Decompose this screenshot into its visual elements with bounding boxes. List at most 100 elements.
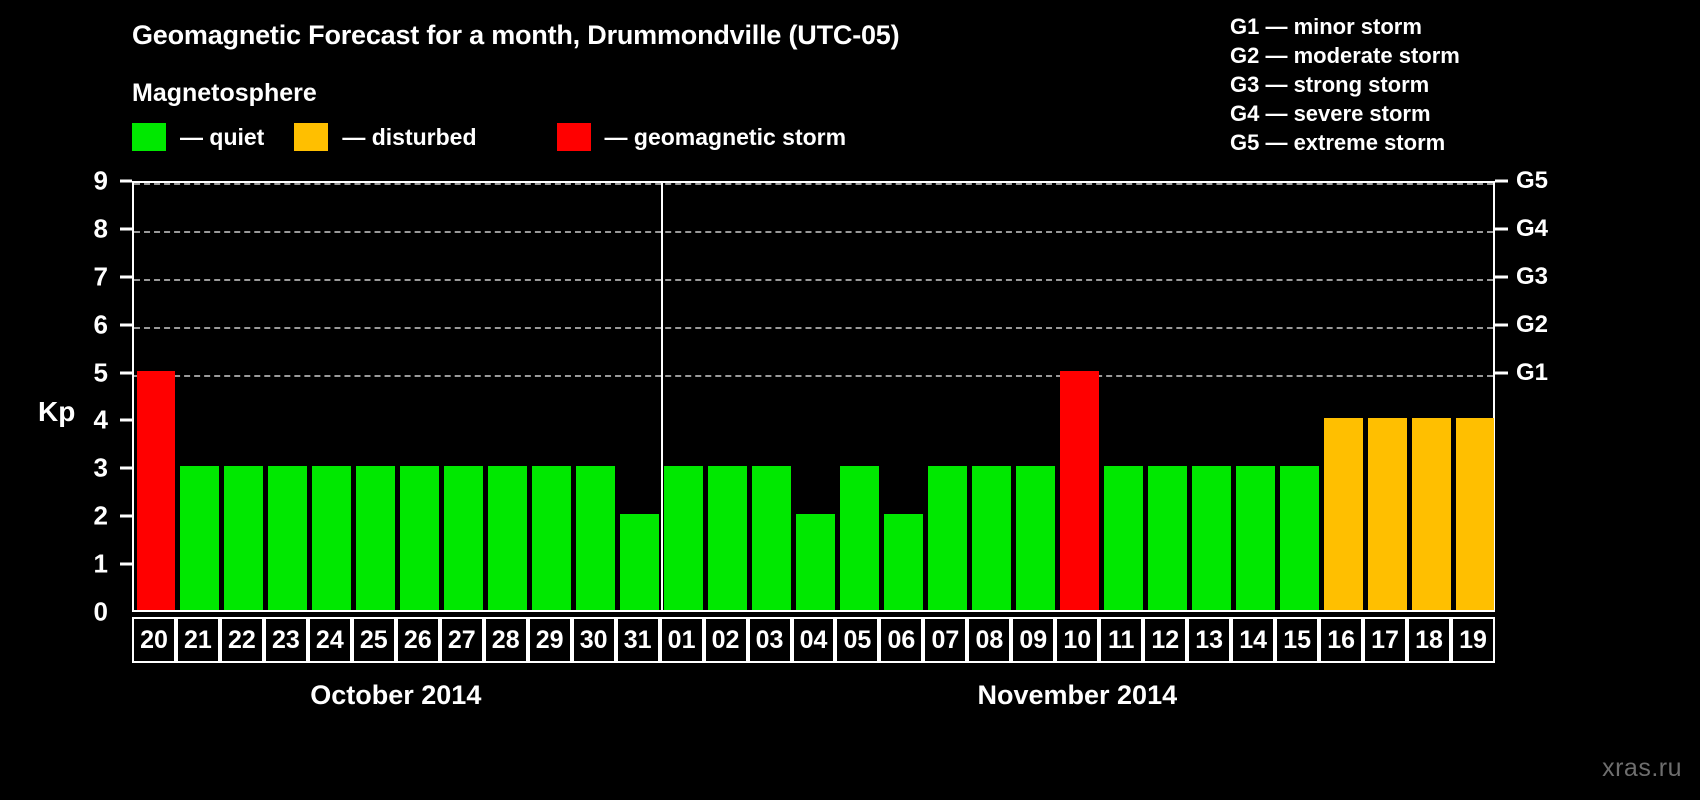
gscale-legend-row-5: G5 — extreme storm — [1230, 130, 1446, 155]
g-tick-label-G2: G2 — [1516, 310, 1549, 338]
day-label-13: 13 — [1187, 617, 1232, 663]
bar-day-30 — [576, 466, 616, 610]
y-tick-label-5: 5 — [93, 357, 108, 388]
legend-label-disturbed: — disturbed — [342, 123, 477, 150]
bar-day-04 — [796, 514, 835, 610]
day-label-26: 26 — [395, 617, 440, 663]
bar-day-11 — [1103, 466, 1143, 610]
bar-day-27 — [444, 466, 484, 610]
bar-day-08 — [971, 466, 1011, 610]
bar-day-21 — [180, 466, 220, 610]
bar-day-24 — [312, 466, 352, 610]
g-tick-mark-G1 — [1495, 371, 1508, 375]
bar-day-14 — [1235, 466, 1275, 610]
g-tick-label-G1: G1 — [1516, 358, 1549, 386]
legend-entry-quiet: — quiet — [132, 123, 264, 151]
legend-swatch-quiet — [132, 123, 166, 151]
gscale-legend-row-3: G3 — strong storm — [1230, 72, 1430, 97]
day-label-18: 18 — [1407, 617, 1452, 663]
y-tick-label-8: 8 — [93, 213, 108, 244]
gridline-kp-7 — [134, 278, 1493, 281]
day-label-28: 28 — [483, 617, 528, 663]
bar-day-09 — [1015, 466, 1055, 610]
gscale-legend: G1 — minor storm G2 — moderate storm G3 — … — [1230, 12, 1460, 157]
bar-day-18 — [1411, 418, 1451, 610]
g-tick-label-G4: G4 — [1516, 214, 1549, 242]
day-label-15: 15 — [1275, 617, 1320, 663]
g-tick-mark-G2 — [1495, 323, 1508, 327]
day-label-19: 19 — [1451, 617, 1495, 663]
bar-day-01 — [664, 466, 704, 610]
day-label-10: 10 — [1055, 617, 1100, 663]
y-tick-mark-2 — [120, 514, 132, 518]
y-tick-mark-8 — [120, 227, 132, 231]
y-tick-mark-3 — [120, 466, 132, 470]
day-label-31: 31 — [615, 617, 660, 663]
y-tick-mark-1 — [120, 562, 132, 566]
gscale-legend-row-4: G4 — severe storm — [1230, 101, 1431, 126]
day-label-06: 06 — [879, 617, 924, 663]
watermark: xras.ru — [1602, 754, 1682, 782]
legend-entry-disturbed: — disturbed — [294, 123, 477, 151]
legend: — quiet — disturbed — geomagnetic storm — [132, 123, 846, 151]
day-label-01: 01 — [659, 617, 704, 663]
day-label-21: 21 — [175, 617, 220, 663]
day-label-30: 30 — [571, 617, 616, 663]
month-label-1: November 2014 — [977, 680, 1178, 710]
day-label-20: 20 — [132, 617, 176, 663]
y-tick-mark-9 — [120, 179, 132, 183]
y-tick-label-0: 0 — [93, 596, 108, 627]
bar-day-19 — [1455, 418, 1495, 610]
gscale-legend-row-1: G1 — minor storm — [1230, 14, 1422, 39]
bar-day-05 — [839, 466, 879, 610]
bar-day-06 — [883, 514, 923, 610]
bar-day-03 — [752, 466, 791, 610]
y-tick-label-6: 6 — [93, 309, 108, 340]
month-divider — [660, 183, 663, 610]
legend-label-quiet: — quiet — [180, 123, 265, 150]
day-label-25: 25 — [351, 617, 396, 663]
bar-day-29 — [532, 466, 572, 610]
bar-day-25 — [356, 466, 396, 610]
plot-area — [134, 183, 1495, 610]
page-title: Geomagnetic Forecast for a month, Drummo… — [132, 20, 900, 50]
y-tick-mark-7 — [120, 275, 132, 279]
gridline-kp-6 — [134, 326, 1493, 329]
bars-container — [134, 183, 1495, 610]
gscale-legend-row-2: G2 — moderate storm — [1230, 43, 1460, 68]
gridline-kp-5 — [134, 374, 1493, 377]
legend-label-geomagnetic-storm: — geomagnetic storm — [604, 123, 847, 150]
day-label-08: 08 — [967, 617, 1012, 663]
bar-day-20 — [136, 370, 176, 610]
g-tick-mark-G5 — [1495, 179, 1508, 183]
day-label-23: 23 — [263, 617, 308, 663]
bar-day-12 — [1147, 466, 1187, 610]
y-axis-title: Kp — [38, 396, 76, 427]
y-tick-mark-4 — [120, 418, 132, 422]
g-tick-label-G3: G3 — [1516, 262, 1549, 290]
bar-day-02 — [708, 466, 748, 610]
bar-day-07 — [927, 466, 967, 610]
day-label-11: 11 — [1099, 617, 1144, 663]
g-tick-label-G5: G5 — [1516, 167, 1549, 194]
plot-frame — [132, 181, 1495, 612]
y-tick-label-4: 4 — [93, 404, 108, 435]
bar-day-31 — [620, 514, 660, 610]
day-label-14: 14 — [1231, 617, 1276, 663]
y-tick-label-2: 2 — [93, 500, 108, 531]
bar-day-15 — [1279, 466, 1319, 610]
day-label-07: 07 — [923, 617, 968, 663]
magnetosphere-label: Magnetosphere — [132, 79, 317, 107]
bar-day-13 — [1191, 466, 1231, 610]
day-label-17: 17 — [1363, 617, 1408, 663]
day-label-24: 24 — [307, 617, 352, 663]
bar-day-23 — [268, 466, 308, 610]
legend-swatch-geomagnetic-storm — [556, 123, 591, 151]
day-label-05: 05 — [835, 617, 880, 663]
day-label-03: 03 — [747, 617, 792, 663]
day-label-29: 29 — [527, 617, 572, 663]
bar-day-22 — [224, 466, 264, 610]
day-label-16: 16 — [1319, 617, 1364, 663]
y-tick-label-9: 9 — [93, 165, 108, 196]
